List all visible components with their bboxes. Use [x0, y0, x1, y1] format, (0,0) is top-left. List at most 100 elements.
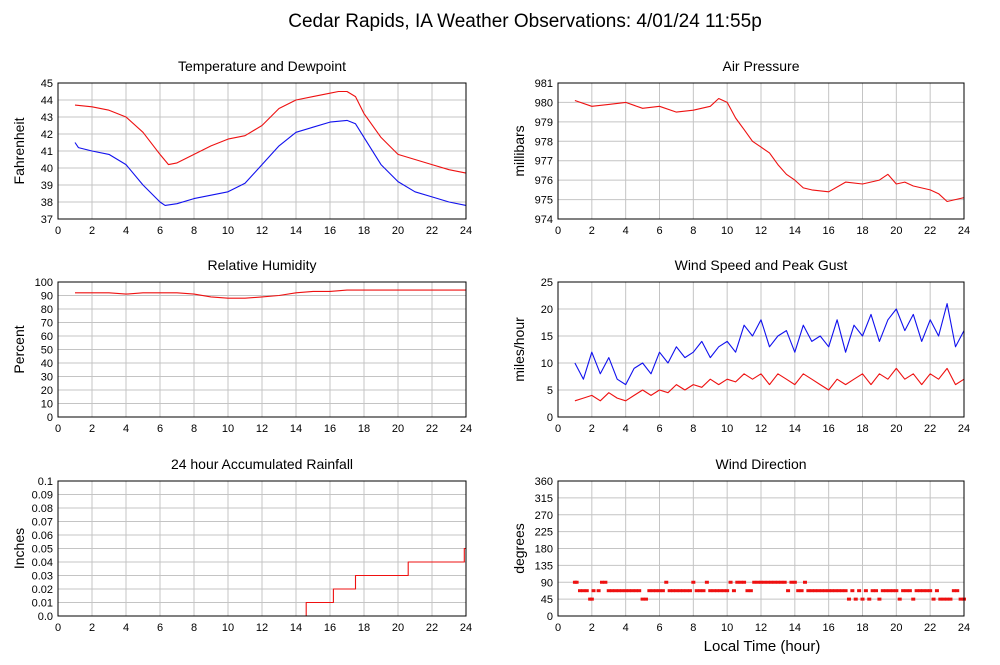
winddir-point-25 [654, 589, 659, 593]
winddir-x-tick-6: 6 [656, 622, 662, 634]
winddir-point-8 [596, 589, 601, 593]
winddir-point-103 [918, 589, 923, 593]
pressure-title: Air Pressure [722, 58, 799, 74]
winddir-point-20 [637, 589, 642, 593]
winddir-x-tick-10: 10 [721, 622, 733, 634]
rain-x-tick-0: 0 [55, 622, 61, 634]
winddir-point-74 [819, 589, 824, 593]
winddir-point-10 [603, 580, 608, 584]
humidity-x-tick-10: 10 [222, 423, 234, 435]
winddir-y-tick-4: 180 [535, 544, 553, 556]
winddir-x-tick-0: 0 [555, 622, 561, 634]
winddir-point-35 [687, 589, 692, 593]
winddir-point-88 [867, 597, 872, 601]
humidity-y-tick-7: 70 [41, 318, 53, 330]
pressure-x-tick-4: 4 [623, 225, 629, 237]
winddir-point-27 [660, 589, 665, 593]
winddir-point-92 [880, 589, 885, 593]
winddir-point-67 [796, 589, 801, 593]
wind-x-tick-12: 12 [755, 423, 767, 435]
pressure-y-tick-6: 980 [535, 97, 553, 109]
pressure-x-tick-0: 0 [555, 225, 561, 237]
rain-y-axis-label: Inches [11, 528, 27, 569]
temp-y-tick-6: 43 [41, 112, 53, 124]
winddir-point-26 [657, 589, 662, 593]
winddir-title: Wind Direction [715, 456, 806, 472]
winddir-point-66 [792, 580, 797, 584]
winddir-point-12 [610, 589, 615, 593]
humidity-y-tick-2: 20 [41, 385, 53, 397]
winddir-point-73 [816, 589, 821, 593]
pressure-y-tick-1: 975 [535, 195, 553, 207]
winddir-point-94 [887, 589, 892, 593]
rain-y-tick-2: 0.02 [32, 584, 53, 596]
pressure-x-tick-16: 16 [823, 225, 835, 237]
winddir-point-34 [684, 589, 689, 593]
winddir-point-78 [833, 589, 838, 593]
humidity-x-tick-4: 4 [123, 423, 129, 435]
winddir-x-tick-16: 16 [823, 622, 835, 634]
temp-x-tick-20: 20 [392, 225, 404, 237]
wind-series-line-1 [574, 367, 965, 402]
pressure-x-tick-24: 24 [958, 225, 970, 237]
wind-frame [557, 281, 965, 418]
temp-x-tick-24: 24 [460, 225, 472, 237]
winddir-point-36 [691, 580, 696, 584]
winddir-point-72 [813, 589, 818, 593]
winddir-y-tick-6: 270 [535, 510, 553, 522]
temp-x-tick-2: 2 [89, 225, 95, 237]
wind-x-tick-20: 20 [890, 423, 902, 435]
temp-y-tick-0: 37 [41, 214, 53, 226]
winddir-point-31 [674, 589, 679, 593]
winddir-point-1 [574, 580, 579, 584]
winddir-point-76 [826, 589, 831, 593]
pressure-x-tick-14: 14 [789, 225, 801, 237]
rain-y-tick-0: 0.0 [38, 611, 53, 623]
wind-x-tick-8: 8 [690, 423, 696, 435]
temp-y-tick-5: 42 [41, 129, 53, 141]
winddir-point-79 [836, 589, 841, 593]
pressure-x-tick-20: 20 [890, 225, 902, 237]
humidity-x-tick-6: 6 [157, 423, 163, 435]
wind-x-tick-22: 22 [924, 423, 936, 435]
winddir-point-77 [830, 589, 835, 593]
wind-x-tick-14: 14 [789, 423, 801, 435]
winddir-point-41 [708, 589, 713, 593]
winddir-point-87 [863, 589, 868, 593]
winddir-point-63 [782, 580, 787, 584]
humidity-frame [57, 281, 467, 418]
winddir-point-16 [623, 589, 628, 593]
winddir-point-28 [664, 580, 669, 584]
humidity-x-tick-22: 22 [426, 423, 438, 435]
winddir-point-106 [928, 589, 933, 593]
winddir-point-71 [809, 589, 814, 593]
humidity-y-tick-1: 10 [41, 399, 53, 411]
winddir-point-56 [759, 580, 763, 584]
winddir-point-43 [715, 589, 720, 593]
wind-x-tick-18: 18 [856, 423, 868, 435]
pressure-x-tick-2: 2 [589, 225, 595, 237]
winddir-point-89 [870, 589, 875, 593]
humidity-series-line-0 [75, 289, 466, 299]
humidity-x-tick-2: 2 [89, 423, 95, 435]
winddir-point-113 [951, 589, 956, 593]
winddir-point-54 [752, 580, 757, 584]
temp-x-tick-18: 18 [358, 225, 370, 237]
winddir-point-33 [681, 589, 686, 593]
winddir-y-tick-1: 45 [541, 594, 553, 606]
winddir-point-37 [694, 589, 699, 593]
wind-x-tick-2: 2 [589, 423, 595, 435]
winddir-point-59 [769, 580, 774, 584]
winddir-point-97 [897, 597, 902, 601]
winddir-point-58 [765, 580, 770, 584]
pressure-y-tick-7: 981 [535, 78, 553, 90]
winddir-point-24 [650, 589, 655, 593]
winddir-point-82 [846, 597, 851, 601]
winddir-x-tick-2: 2 [589, 622, 595, 634]
winddir-point-60 [772, 580, 777, 584]
wind-x-tick-4: 4 [623, 423, 629, 435]
temp-frame [57, 82, 467, 220]
humidity-x-tick-18: 18 [358, 423, 370, 435]
